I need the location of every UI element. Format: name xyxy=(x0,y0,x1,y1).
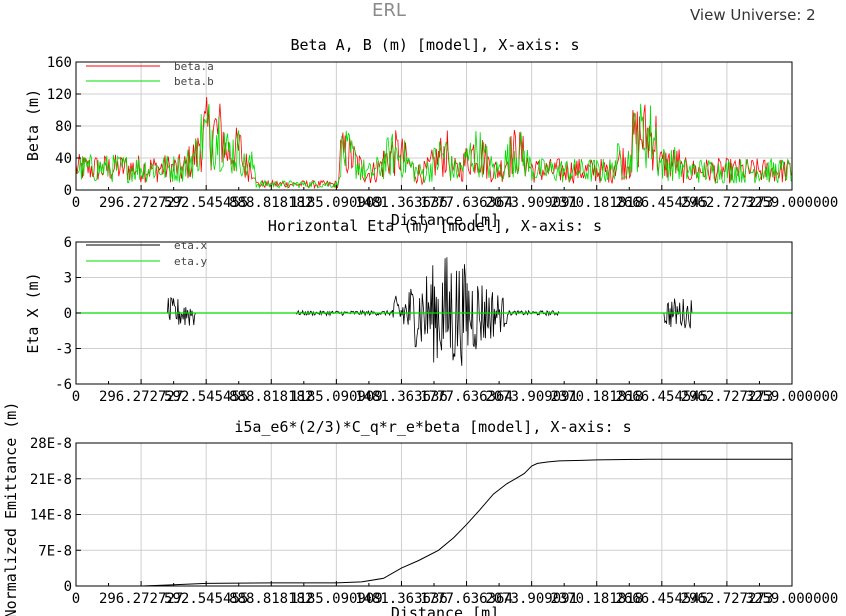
x-tick-label: 2370.181818 xyxy=(550,389,643,405)
eta-plot-ylabel: Eta X (m) xyxy=(24,272,42,353)
x-tick-label: 2073.909091 xyxy=(485,195,578,211)
y-tick-label: 21E-8 xyxy=(30,472,72,488)
beta-plot[interactable]: Beta A, B (m) [model], X-axis: s Beta (m… xyxy=(24,36,838,229)
legend-label-eta-y: eta.y xyxy=(174,255,207,268)
y-tick-label: 0 xyxy=(64,183,72,199)
x-tick-label: 2962.727273 xyxy=(681,195,774,211)
series-line-beta.b xyxy=(75,103,792,190)
x-tick-label: 0 xyxy=(72,389,80,405)
y-tick-label: 0 xyxy=(64,306,72,322)
eta-plot-series xyxy=(76,257,792,366)
x-tick-label: 0 xyxy=(72,591,80,607)
x-tick-label: 1777.636364 xyxy=(420,195,513,211)
y-tick-label: -6 xyxy=(55,377,72,393)
y-tick-label: 40 xyxy=(55,151,72,167)
y-tick-label: 120 xyxy=(47,87,72,103)
beta-plot-title: Beta A, B (m) [model], X-axis: s xyxy=(291,36,580,54)
x-tick-label: 888.818182 xyxy=(229,195,313,211)
x-tick-label: 2370.181818 xyxy=(550,591,643,607)
x-tick-label: 296.272727 xyxy=(99,195,183,211)
x-tick-label: 2666.454545 xyxy=(615,389,708,405)
beta-plot-ylabel: Beta (m) xyxy=(24,89,42,161)
x-tick-label: 888.818182 xyxy=(229,389,313,405)
beta-plot-xticks: 0 296.272727592.545455888.8181821185.0909… xyxy=(72,185,839,211)
y-tick-label: 0 xyxy=(64,579,72,595)
x-tick-label: 592.545455 xyxy=(164,591,248,607)
y-tick-label: 28E-8 xyxy=(30,436,72,452)
eta-plot[interactable]: Horizontal Eta (m) [model], X-axis: s Et… xyxy=(24,217,838,405)
x-tick-label: 296.272727 xyxy=(99,591,183,607)
x-tick-label: 1185.090909 xyxy=(290,591,383,607)
eta-plot-yticks: -6 -3 0 3 6 xyxy=(55,235,81,393)
beta-plot-series xyxy=(75,96,792,190)
x-tick-label: 3259.000000 xyxy=(746,591,839,607)
y-tick-label: 14E-8 xyxy=(30,508,72,524)
legend-label-beta-a: beta.a xyxy=(174,60,214,73)
x-tick-label: 296.272727 xyxy=(99,389,183,405)
x-tick-label: 2370.181818 xyxy=(550,195,643,211)
x-tick-label: 2666.454545 xyxy=(615,591,708,607)
x-tick-label: 2073.909091 xyxy=(485,591,578,607)
y-tick-label: -3 xyxy=(55,342,72,358)
x-tick-label: 2962.727273 xyxy=(681,389,774,405)
emittance-plot-series xyxy=(76,458,792,587)
x-tick-label: 1481.363636 xyxy=(355,591,448,607)
x-tick-label: 2073.909091 xyxy=(485,389,578,405)
emittance-plot-ylabel: Normalized Emittance (m) xyxy=(2,402,20,616)
x-tick-label: 0 xyxy=(72,195,80,211)
x-tick-label: 1185.090909 xyxy=(290,389,383,405)
x-tick-label: 592.545455 xyxy=(164,389,248,405)
legend-label-beta-b: beta.b xyxy=(174,75,214,88)
eta-plot-xticks: 0 296.272727592.545455888.8181821185.0909… xyxy=(72,379,839,405)
legend-label-eta-x: eta.x xyxy=(174,239,207,252)
emittance-plot[interactable]: i5a_e6*(2/3)*C_q*r_e*beta [model], X-axi… xyxy=(2,402,838,616)
y-tick-label: 7E-8 xyxy=(38,543,72,559)
series-line-eta-x xyxy=(76,257,792,366)
emittance-plot-yticks: 0 7E-8 14E-8 21E-8 28E-8 xyxy=(30,436,81,595)
series-line-emittance xyxy=(76,458,792,587)
emittance-plot-xlabel: Distance [m] xyxy=(391,604,499,616)
y-tick-label: 6 xyxy=(64,235,72,251)
x-tick-label: 888.818182 xyxy=(229,591,313,607)
y-tick-label: 3 xyxy=(64,271,72,287)
beta-plot-xlabel: Distance [m] xyxy=(391,211,499,229)
x-tick-label: 2962.727273 xyxy=(681,591,774,607)
x-tick-label: 1777.636364 xyxy=(420,591,513,607)
window-title: ERL xyxy=(372,0,406,21)
x-tick-label: 2666.454545 xyxy=(615,195,708,211)
emittance-plot-grid xyxy=(76,443,792,586)
beta-plot-yticks: 0 40 80 120 160 xyxy=(47,55,81,199)
eta-plot-legend: eta.x eta.y xyxy=(86,239,207,268)
emittance-plot-xticks: 0 296.272727592.545455888.8181821185.0909… xyxy=(72,581,839,607)
eta-plot-title: Horizontal Eta (m) [model], X-axis: s xyxy=(268,217,602,235)
emittance-plot-title: i5a_e6*(2/3)*C_q*r_e*beta [model], X-axi… xyxy=(234,418,631,436)
x-tick-label: 1481.363636 xyxy=(355,389,448,405)
y-tick-label: 80 xyxy=(55,119,72,135)
x-tick-label: 3259.000000 xyxy=(746,195,839,211)
beta-plot-legend: beta.a beta.b xyxy=(86,60,214,88)
universe-label: View Universe: 2 xyxy=(690,6,816,24)
y-tick-label: 160 xyxy=(47,55,72,71)
x-tick-label: 1185.090909 xyxy=(290,195,383,211)
x-tick-label: 592.545455 xyxy=(164,195,248,211)
x-tick-label: 3259.000000 xyxy=(746,389,839,405)
x-tick-label: 1481.363636 xyxy=(355,195,448,211)
x-tick-label: 1777.636364 xyxy=(420,389,513,405)
